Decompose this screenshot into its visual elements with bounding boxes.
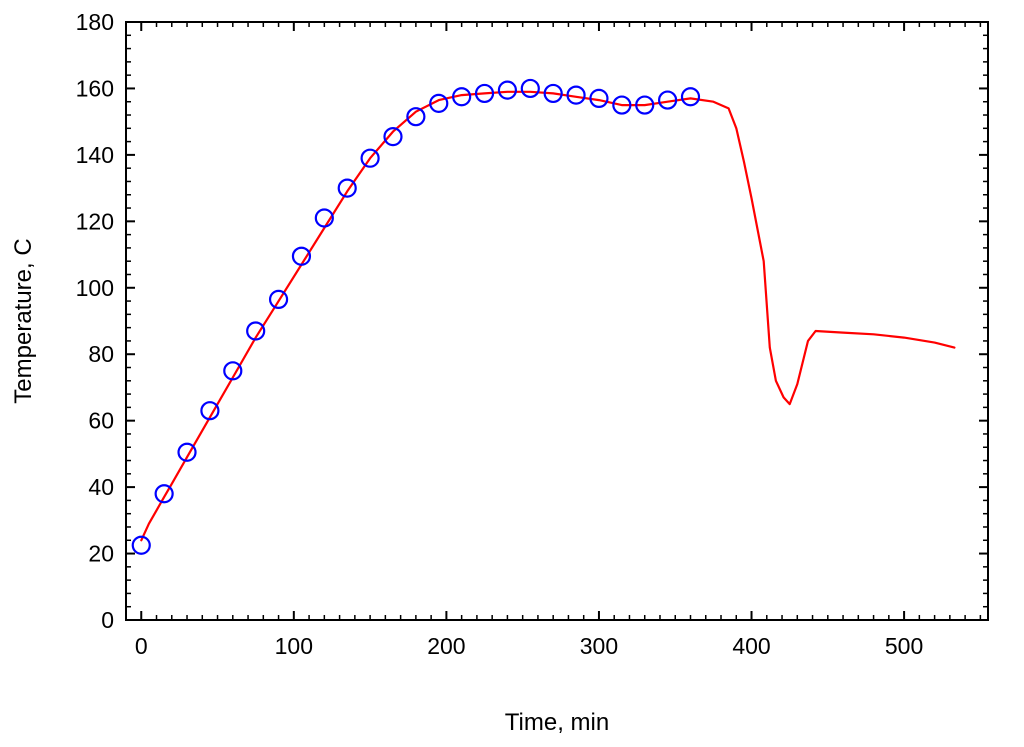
measured-data-point — [223, 361, 243, 381]
measured-data-point — [383, 127, 403, 147]
x-tick-label: 0 — [135, 633, 148, 659]
plot-area — [126, 22, 988, 620]
x-tick-labels: 0 100 200 300 400 500 — [135, 633, 923, 659]
measured-data-point — [474, 83, 495, 104]
x-tick-label: 400 — [732, 633, 770, 659]
measured-data-point — [406, 107, 426, 127]
y-axis-title: Temperature, C — [10, 238, 37, 403]
measured-data-point — [314, 208, 334, 228]
y-tick-label: 20 — [88, 541, 114, 567]
plot-frame — [125, 21, 989, 621]
measured-data-point — [680, 87, 701, 107]
x-tick-label: 200 — [427, 633, 465, 659]
measured-data-point — [246, 321, 266, 341]
x-axis-title: Time, min — [505, 709, 609, 736]
measured-data-point — [658, 90, 678, 110]
measured-data-point — [543, 83, 563, 104]
measured-data-point — [612, 95, 632, 115]
series-layer — [131, 78, 956, 555]
y-tick-label: 0 — [101, 607, 114, 633]
measured-data-point — [154, 484, 174, 504]
measured-data-point — [497, 80, 518, 100]
measured-data-point — [520, 78, 540, 99]
y-tick-label: 80 — [88, 341, 114, 367]
y-tick-label: 140 — [76, 142, 114, 168]
x-tick-label: 500 — [885, 633, 923, 659]
y-tick-label: 100 — [76, 275, 114, 301]
y-tick-label: 160 — [76, 75, 114, 101]
y-tick-label: 40 — [88, 474, 114, 500]
x-tick-label: 100 — [275, 633, 313, 659]
y-tick-labels: 0 20 40 60 80 100 120 140 160 180 — [76, 9, 114, 633]
measured-data-point — [337, 178, 357, 198]
measured-data-point — [200, 401, 220, 421]
measured-data-point — [177, 442, 197, 462]
measured-data-point — [635, 95, 655, 115]
measured-data-point — [131, 535, 151, 555]
measured-data-point — [429, 93, 449, 113]
measured-data-point — [589, 88, 609, 109]
measured-data-point — [360, 148, 380, 168]
y-tick-label: 60 — [88, 408, 114, 434]
y-tick-label: 120 — [76, 208, 114, 234]
measured-data-point — [291, 246, 312, 266]
x-tick-label: 300 — [580, 633, 618, 659]
measured-data-point — [452, 87, 472, 107]
y-tick-label: 180 — [76, 9, 114, 35]
measured-data-point — [566, 85, 586, 105]
model-series-line — [140, 90, 956, 542]
measured-data-point — [268, 289, 289, 310]
